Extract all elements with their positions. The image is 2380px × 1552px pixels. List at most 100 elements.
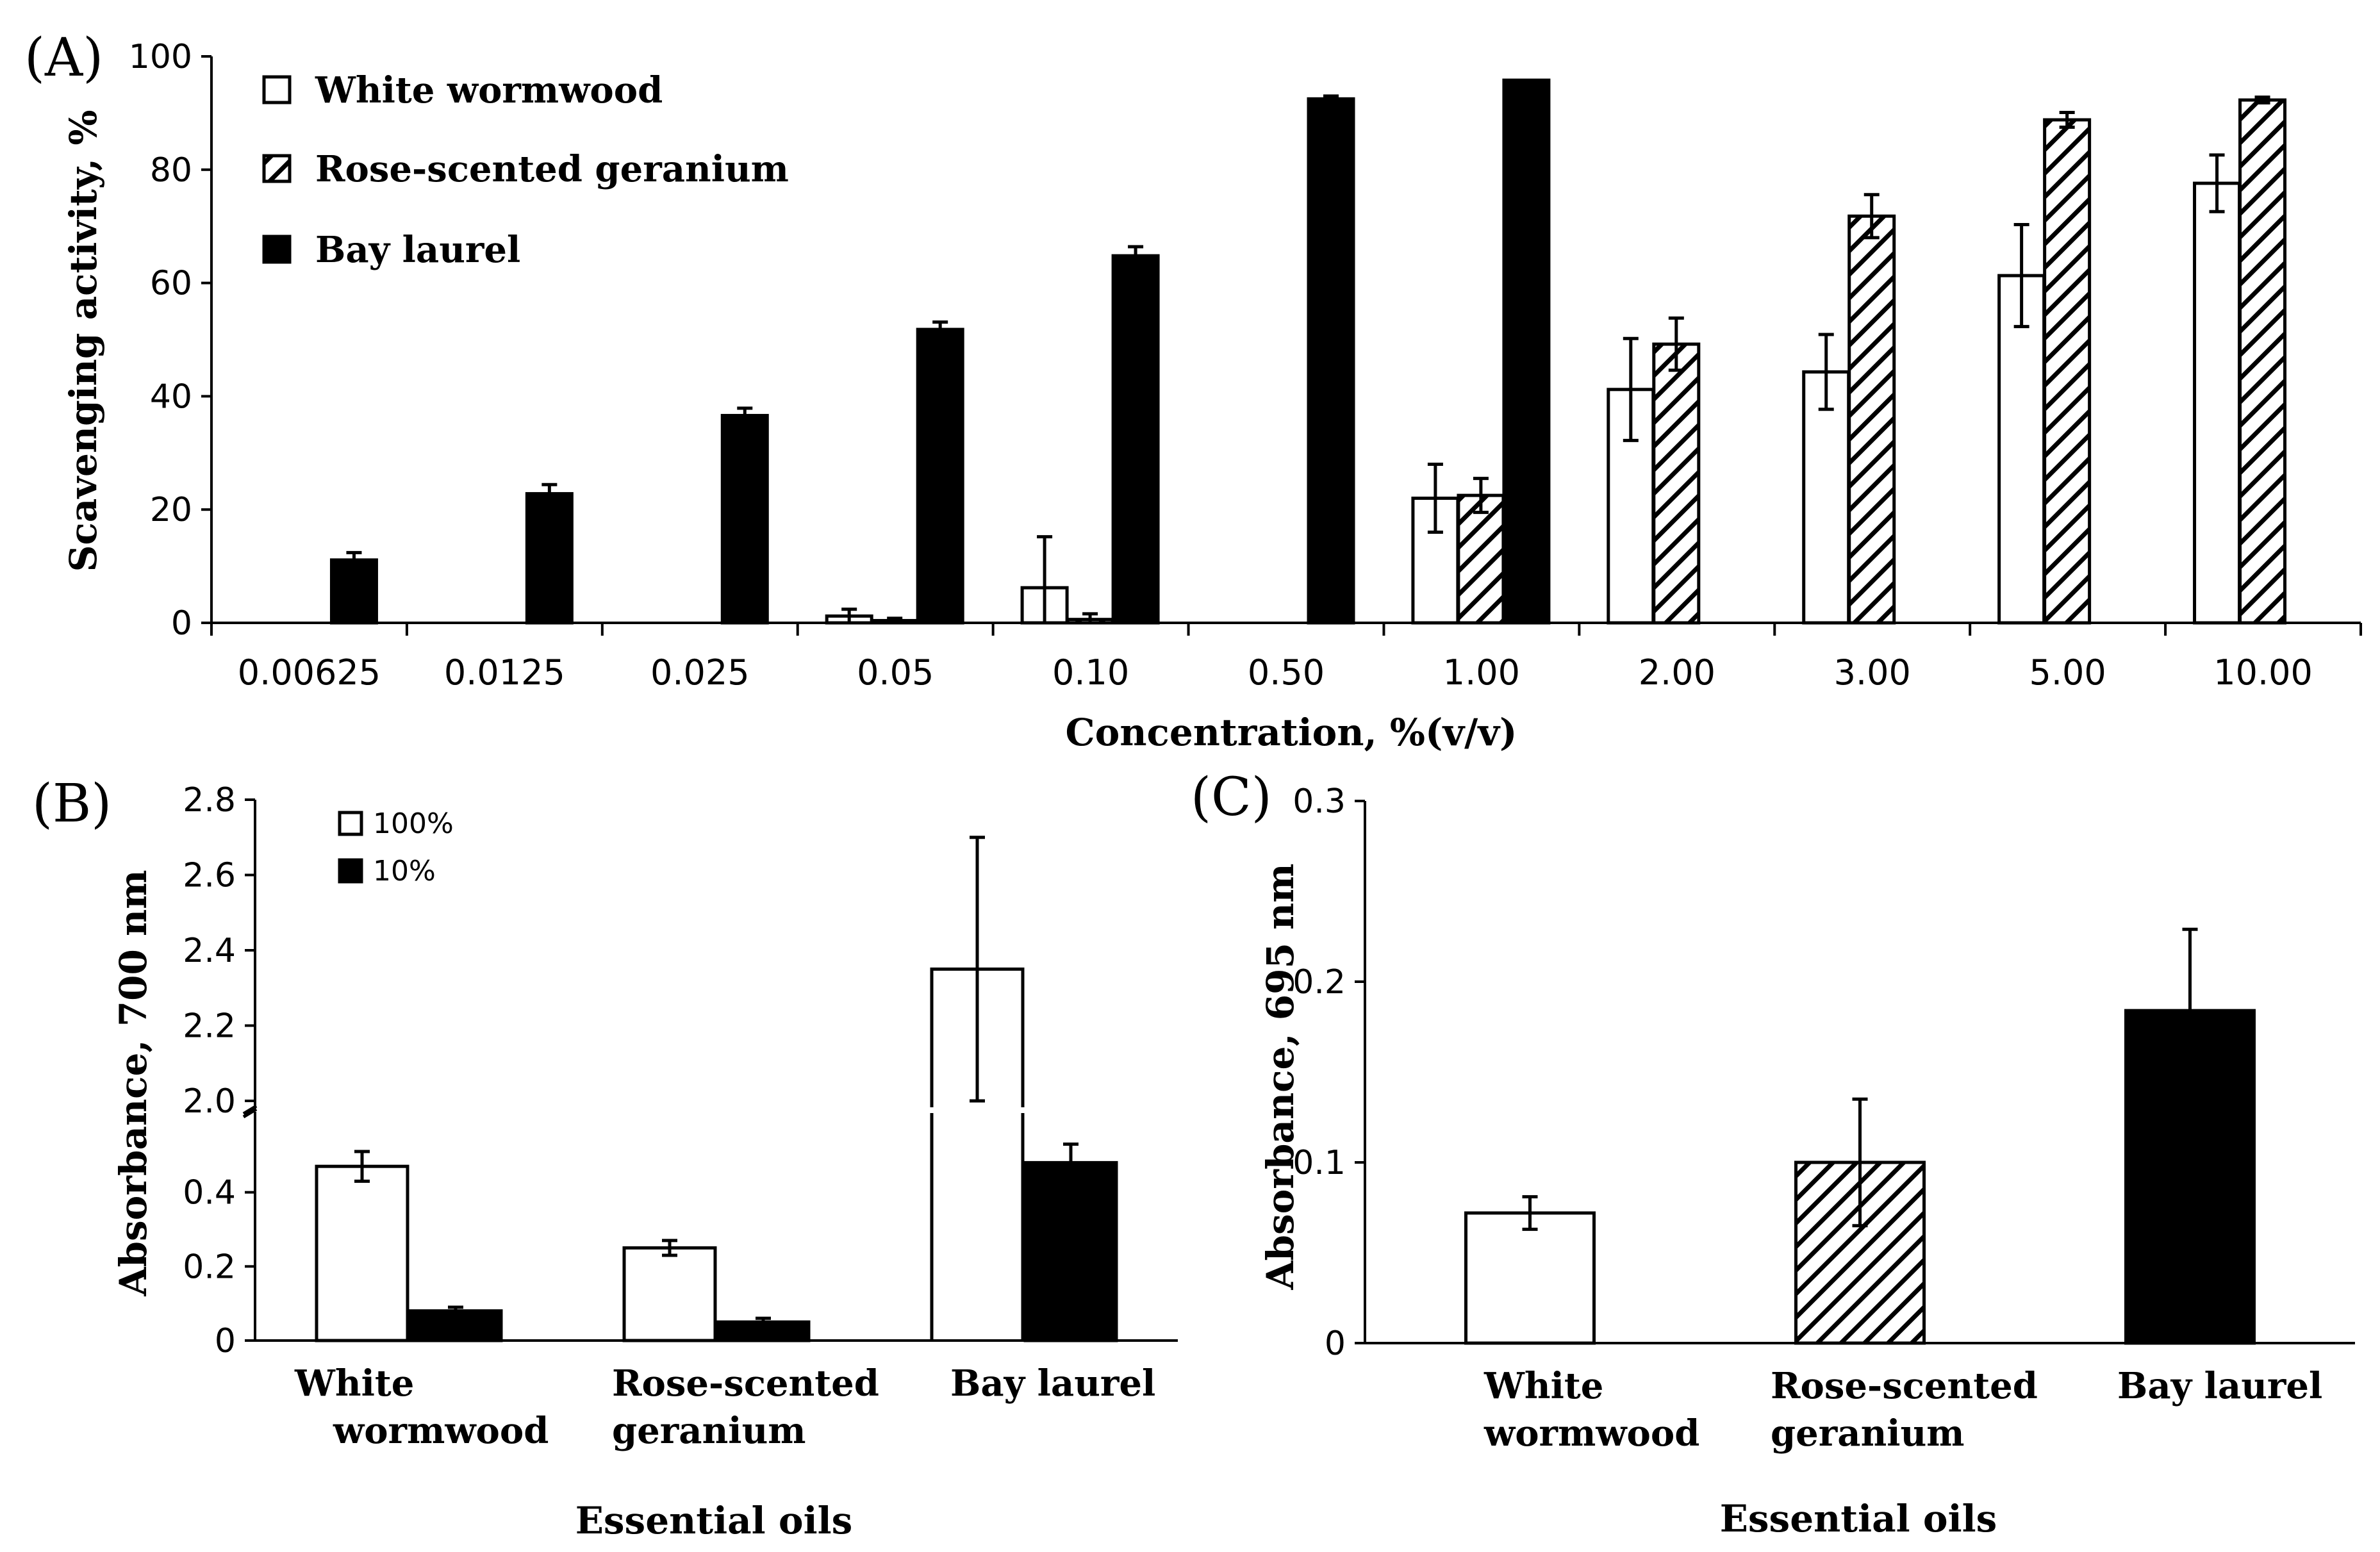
panel-b-xticklabels: White wormwood Rose-scented geranium Bay lau… [294,1362,1155,1452]
bar-10-bay-laurel [1023,1160,1118,1342]
panel-a-xticklabels: 0.00625 0.0125 0.025 0.05 0.10 0.50 1.00 2.00 3.… [238,652,2313,693]
panel-b-bars [315,836,1118,1342]
panel-a-xtick-label-3-00: 3.00 [1834,652,1911,693]
legend-label-bay-laurel: Bay laurel [315,229,520,271]
panel-a-ytick-label-100: 100 [129,38,192,76]
panel-a-xtick-label-0-00625: 0.00625 [238,652,381,693]
panel-c-axes [1355,800,2355,1344]
bar-bay-laurel-0-05 [916,327,964,625]
panel-b-ytick-label-0: 0 [215,1322,236,1360]
panel-c-ytick-label-0-3: 0.3 [1293,782,1346,821]
legend-swatch-100pct [338,811,363,836]
panel-a-xtick-label-0-025: 0.025 [650,652,750,693]
panel-c-ylabel: Absorbance, 695 nm [1259,863,1302,1290]
panel-c-xtick-line: White [1483,1365,1603,1407]
panel-a-ytick-label-0: 0 [171,604,192,643]
panel-c-xtick-line: Rose-scented [1771,1365,2038,1407]
panel-a-ytick-label-80: 80 [150,151,192,190]
panel-c-xticklabels: White wormwood Rose-scented geranium Bay lau… [1483,1365,2322,1455]
bar-rose-scented-geranium-2-00 [1652,342,1701,625]
panel-b-xtick-label-white-wormwood: White wormwood [294,1362,549,1452]
legend-label-rose-scented-geranium: Rose-scented geranium [315,148,789,190]
panel-b: (B) 0 0.2 0.4 2.0 2.2 2.4 2.6 2.8 Absorbance, 7… [32,773,1178,1542]
panel-a-xtick-label-0-0125: 0.0125 [444,652,565,693]
panel-c-ytick-label-0: 0 [1325,1325,1346,1363]
panel-b-ytick-label-2-8: 2.8 [183,781,236,820]
panel-c-xtick-line: Bay laurel [2117,1365,2322,1407]
bar-bay-laurel-0-025 [720,413,769,625]
panel-b-ytick-label-2-2: 2.2 [183,1007,236,1046]
legend-swatch-white-wormwood [262,75,292,104]
panel-a-label: (A) [24,28,103,88]
panel-c-xtick-label-white-wormwood: White wormwood [1483,1365,1699,1455]
panel-b-ytick-label-2-0: 2.0 [183,1082,236,1121]
legend-swatch-10pct [338,858,363,884]
panel-c-label: (C) [1191,767,1272,828]
panel-c-xlabel: Essential oils [1720,1497,1997,1540]
panel-c-ytick-label-0-2: 0.2 [1293,963,1346,1002]
bar-rose-scented-geranium-3-00 [1847,214,1896,625]
panel-c-xtick-label-rose-scented-geranium: Rose-scented geranium [1771,1365,2038,1455]
legend-label-100pct: 100% [373,807,454,840]
legend-swatch-bay-laurel [262,235,292,264]
bar-100-bay-laurel-lower-outline [930,1113,1025,1341]
panel-b-xtick-label-rose-scented-geranium: Rose-scented geranium [612,1362,879,1452]
panel-a-xlabel: Concentration, %(v/v) [1066,711,1517,754]
bar-bay-laurel-0-0125 [525,491,574,625]
panel-a-ytick-label-60: 60 [150,265,192,303]
panel-b-label: (B) [32,773,112,834]
panel-b-xtick-line: White [294,1362,414,1405]
bar-100-rose-scented-geranium [622,1246,717,1342]
panel-a-xtick-label-2-00: 2.00 [1639,652,1715,693]
bar-bay-laurel-0-00625 [329,558,378,625]
bar-bay-laurel-0-10 [1111,254,1160,625]
panel-c-bars [1464,927,2256,1345]
panel-b-xlabel: Essential oils [575,1499,853,1542]
bar-rose-scented-geranium-1-00 [1457,493,1505,625]
bar-rose-scented-geranium-10-00 [2238,98,2287,625]
legend-label-10pct: 10% [373,855,436,887]
panel-a-xtick-label-10-00: 10.00 [2213,652,2313,693]
panel-a-ytick-label-20: 20 [150,491,192,529]
panel-b-ytick-label-2-6: 2.6 [183,857,236,895]
panel-a-ylabel: Scavenging activity, % [62,110,105,572]
panel-a-xtick-label-0-05: 0.05 [857,652,934,693]
panel-c-ytick-label-0-1: 0.1 [1293,1144,1346,1182]
panel-b-ytick-label-0-2: 0.2 [183,1248,236,1286]
panel-b-xtick-label-bay-laurel: Bay laurel [950,1362,1155,1405]
panel-c: (C) 0 0.1 0.2 0.3 Absorbance, 695 nm White w… [1191,767,2355,1540]
bar-100-white-wormwood [315,1164,409,1342]
panel-b-xtick-line: wormwood [333,1410,549,1452]
panel-b-ytick-label-0-4: 0.4 [183,1174,236,1212]
panel-b-xtick-line: Bay laurel [950,1362,1155,1405]
panel-a-xtick-label-0-10: 0.10 [1052,652,1129,693]
bar-bay-laurel-0-50 [1307,97,1355,625]
bar-white-wormwood [1464,1211,1596,1345]
panel-c-xtick-label-bay-laurel: Bay laurel [2117,1365,2322,1407]
panel-b-ytick-label-2-4: 2.4 [183,932,236,970]
bar-bay-laurel-1-00 [1502,78,1551,625]
panel-b-xtick-line: geranium [612,1410,806,1452]
panel-a-legend: White wormwood Rose-scented geranium Bay… [262,69,789,271]
legend-swatch-rose-scented-geranium [262,154,292,183]
legend-label-white-wormwood: White wormwood [315,69,663,111]
panel-c-xtick-line: wormwood [1483,1412,1699,1455]
panel-b-axis-break-mark [242,1104,258,1119]
panel-a-bars [329,78,2287,625]
panel-b-xtick-line: Rose-scented [612,1362,879,1405]
panel-b-yticklabels: 0 0.2 0.4 2.0 2.2 2.4 2.6 2.8 [183,781,236,1360]
bar-white-wormwood-10-00 [2193,181,2242,625]
panel-a-yticklabels: 0 20 40 60 80 100 [129,38,192,643]
panel-b-legend: 100% 10% [338,807,454,887]
panel-a-xtick-label-5-00: 5.00 [2029,652,2106,693]
bar-rose-scented-geranium-5-00 [2043,118,2092,625]
panel-b-axes [242,798,1178,1342]
panel-a-ytick-label-40: 40 [150,377,192,416]
panel-a-xtick-label-0-50: 0.50 [1248,652,1325,693]
panel-b-ylabel: Absorbance, 700 nm [112,870,155,1296]
panel-a-axes [201,55,2362,636]
panel-a-xtick-label-1-00: 1.00 [1443,652,1520,693]
panel-c-xtick-line: geranium [1771,1412,1965,1455]
